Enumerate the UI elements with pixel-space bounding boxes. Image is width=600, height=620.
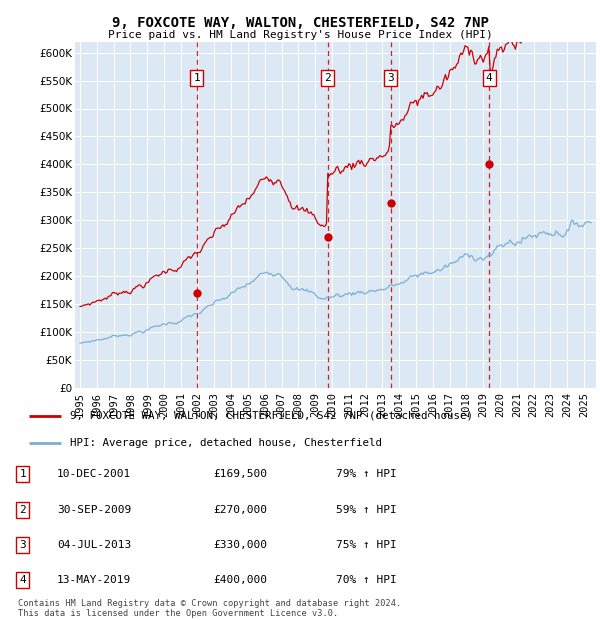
Text: 9, FOXCOTE WAY, WALTON, CHESTERFIELD, S42 7NP (detached house): 9, FOXCOTE WAY, WALTON, CHESTERFIELD, S4… [70,411,473,421]
Text: 59% ↑ HPI: 59% ↑ HPI [336,505,397,515]
Text: 10-DEC-2001: 10-DEC-2001 [57,469,131,479]
Text: 70% ↑ HPI: 70% ↑ HPI [336,575,397,585]
Text: 04-JUL-2013: 04-JUL-2013 [57,540,131,550]
Text: 30-SEP-2009: 30-SEP-2009 [57,505,131,515]
Text: Price paid vs. HM Land Registry's House Price Index (HPI): Price paid vs. HM Land Registry's House … [107,30,493,40]
Text: 4: 4 [486,73,493,83]
Text: 79% ↑ HPI: 79% ↑ HPI [336,469,397,479]
Text: £169,500: £169,500 [213,469,267,479]
Text: Contains HM Land Registry data © Crown copyright and database right 2024.
This d: Contains HM Land Registry data © Crown c… [18,599,401,618]
Text: 2: 2 [325,73,331,83]
Text: 75% ↑ HPI: 75% ↑ HPI [336,540,397,550]
Text: HPI: Average price, detached house, Chesterfield: HPI: Average price, detached house, Ches… [70,438,382,448]
Text: £330,000: £330,000 [213,540,267,550]
Text: 3: 3 [19,540,26,550]
Text: 4: 4 [19,575,26,585]
Text: 1: 1 [19,469,26,479]
Text: 1: 1 [193,73,200,83]
Text: 9, FOXCOTE WAY, WALTON, CHESTERFIELD, S42 7NP: 9, FOXCOTE WAY, WALTON, CHESTERFIELD, S4… [112,16,488,30]
Text: 3: 3 [388,73,394,83]
Text: 13-MAY-2019: 13-MAY-2019 [57,575,131,585]
Text: 2: 2 [19,505,26,515]
Text: £270,000: £270,000 [213,505,267,515]
Text: £400,000: £400,000 [213,575,267,585]
